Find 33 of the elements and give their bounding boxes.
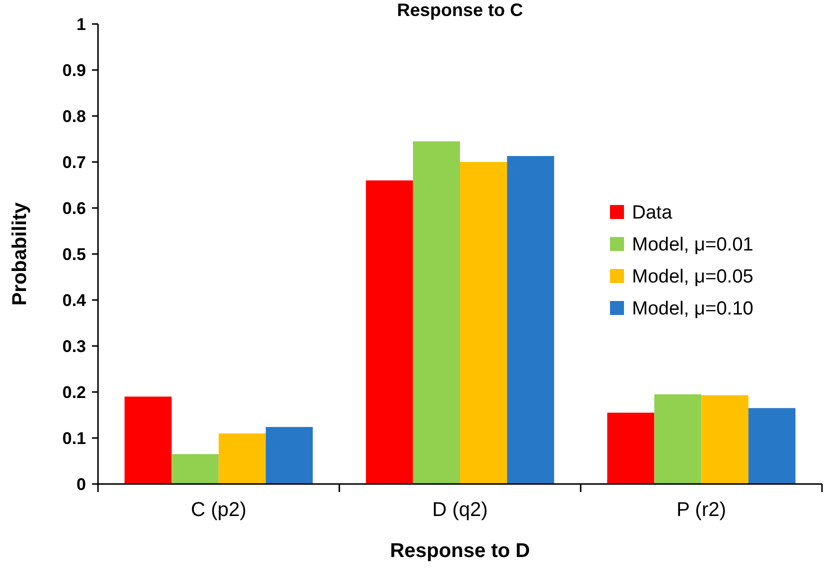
- y-tick-label: 0.1: [62, 428, 86, 448]
- bar: [748, 408, 796, 484]
- bar: [218, 433, 266, 484]
- y-axis-title: Probability: [9, 201, 31, 306]
- chart-title: Response to C: [396, 0, 524, 20]
- x-axis-title: Response to D: [390, 540, 530, 562]
- y-tick-label: 0.3: [62, 336, 86, 356]
- legend-label: Model, μ=0.05: [632, 266, 754, 288]
- bar: [366, 180, 413, 484]
- y-tick-label: 0.4: [62, 290, 87, 310]
- legend-label: Data: [632, 202, 673, 224]
- x-tick-label: P (r2): [676, 499, 726, 521]
- bar: [460, 162, 508, 484]
- y-tick-label: 0.5: [62, 244, 86, 264]
- x-tick-label: D (q2): [432, 499, 488, 521]
- x-tick-label: C (p2): [190, 499, 246, 521]
- y-tick-label: 0.6: [62, 198, 86, 218]
- y-tick-label: 0: [76, 474, 86, 494]
- bar: [701, 395, 748, 484]
- bar: [507, 156, 554, 484]
- legend-label: Model, μ=0.10: [632, 298, 754, 320]
- bar: [412, 141, 460, 484]
- bar: [124, 396, 172, 484]
- y-tick-label: 0.8: [62, 106, 86, 126]
- y-tick-label: 1: [76, 14, 86, 34]
- bar: [607, 412, 654, 484]
- bar: [654, 394, 702, 484]
- bar: [266, 426, 313, 484]
- y-tick-label: 0.7: [62, 152, 86, 172]
- legend-label: Model, μ=0.01: [632, 234, 754, 256]
- y-tick-label: 0.9: [62, 60, 86, 80]
- y-tick-label: 0.2: [62, 382, 86, 402]
- bar: [172, 454, 219, 484]
